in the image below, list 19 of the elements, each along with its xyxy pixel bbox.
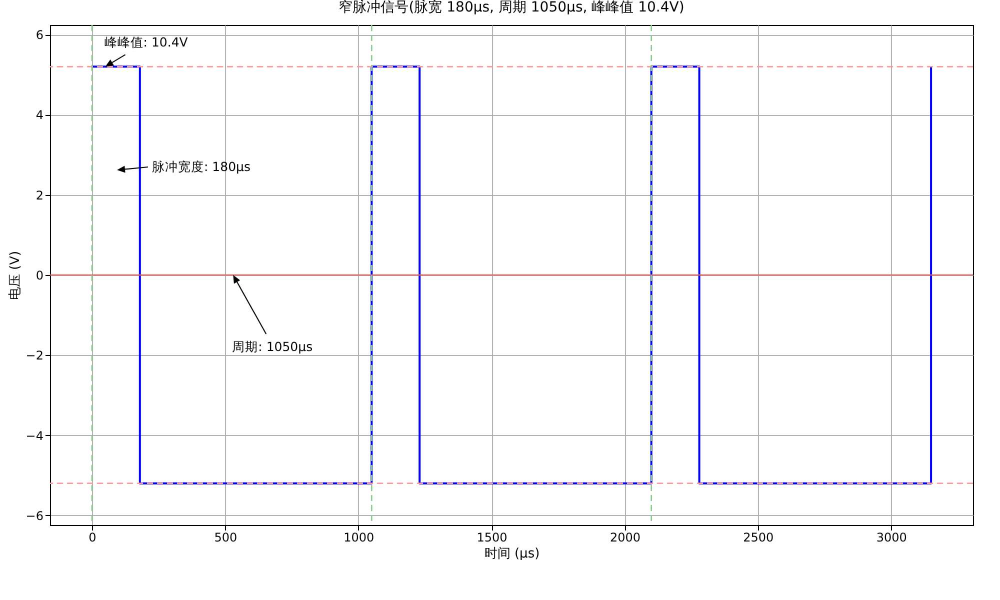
x-tick-label: 3000 — [876, 530, 907, 544]
y-tick-label: −6 — [26, 508, 44, 523]
y-tick-label: −4 — [26, 428, 44, 443]
annotation: 周期: 1050μs — [232, 339, 313, 354]
x-tick-label: 1000 — [344, 530, 374, 544]
x-tick-label: 0 — [88, 530, 96, 544]
y-tick-label: −2 — [26, 348, 44, 363]
y-tick-label: 6 — [36, 28, 44, 42]
y-axis-title: 电压 (V) — [8, 250, 23, 300]
annotation: 脉冲宽度: 180μs — [152, 159, 251, 174]
x-tick-label: 2000 — [610, 530, 640, 544]
x-tick-label: 1500 — [476, 530, 508, 544]
x-tick-label: 2500 — [743, 530, 774, 544]
annotation: 峰峰值: 10.4V — [104, 34, 188, 50]
y-tick-label: 0 — [36, 268, 44, 282]
x-tick-label: 500 — [214, 530, 238, 544]
y-tick-label: 4 — [36, 108, 44, 122]
x-axis-title: 时间 (μs) — [484, 546, 540, 562]
y-tick-label: 2 — [36, 188, 44, 202]
